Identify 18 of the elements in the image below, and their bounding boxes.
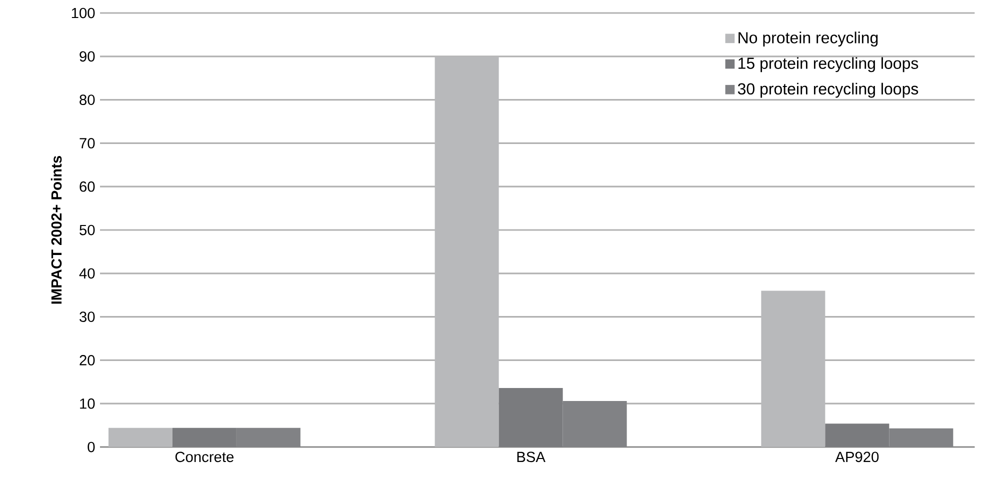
- y-tick-label: 30: [80, 312, 95, 322]
- y-tick-label: 90: [80, 51, 95, 62]
- y-tick-label: 10: [80, 398, 95, 409]
- y-tick-label: 20: [80, 355, 95, 366]
- legend-label: 30 protein recycling loops: [738, 82, 918, 98]
- legend-label: 15 protein recycling loops: [738, 57, 918, 72]
- y-tick-label: 50: [80, 224, 95, 236]
- x-tick-label: BSA: [517, 452, 546, 462]
- y-axis-title: IMPACT 2002+ Points: [50, 156, 62, 304]
- x-tick-label: Concrete: [175, 452, 234, 462]
- y-tick-label: 0: [88, 442, 95, 452]
- y-tick-label: 60: [80, 181, 95, 192]
- y-tick-label: 40: [79, 268, 95, 279]
- y-tick-label: 100: [72, 8, 95, 18]
- y-tick-label: 70: [80, 138, 95, 148]
- y-tick-label: 80: [80, 94, 95, 105]
- x-tick-label: AP920: [835, 452, 879, 462]
- legend-label: No protein recycling: [738, 32, 878, 47]
